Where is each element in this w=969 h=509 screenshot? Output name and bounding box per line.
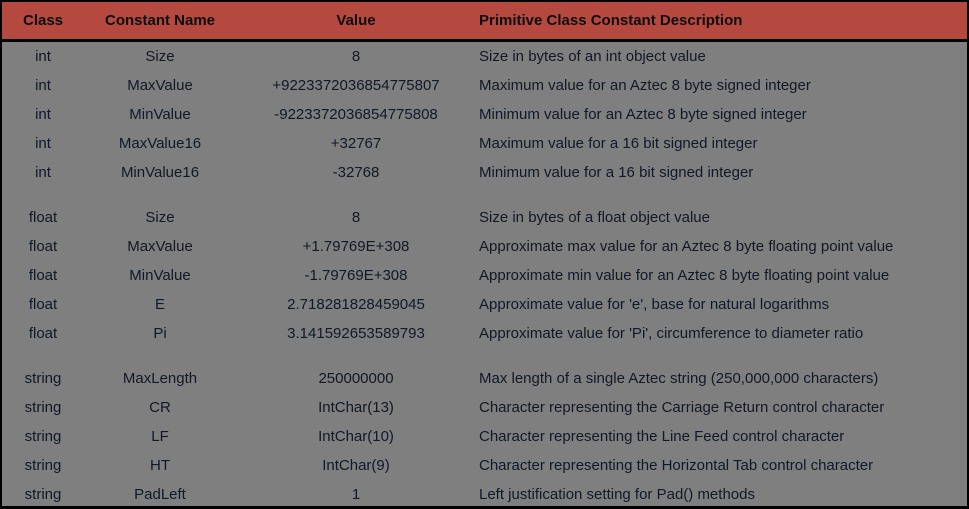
header-constant-name: Constant Name: [104, 12, 216, 29]
cell-value: -9223372036854775808: [274, 106, 438, 123]
table-row: int MaxValue +9223372036854775807 Maximum v…: [2, 71, 967, 100]
cell-class: int: [35, 77, 51, 94]
cell-constant-name: E: [154, 296, 165, 313]
header-class: Class: [22, 12, 64, 29]
cell-class: int: [35, 106, 51, 123]
cell-class: string: [24, 428, 62, 445]
cell-class: float: [28, 209, 58, 226]
cell-description: Size in bytes of a float object value: [479, 209, 710, 226]
table-row: string LF IntChar(10) Character representin…: [2, 422, 967, 451]
cell-description: Max length of a single Aztec string (250…: [479, 370, 879, 387]
table-row: int Size 8 Size in bytes of an int object v…: [2, 42, 967, 71]
table-row: float MaxValue +1.79769E+308 Approximate ma…: [2, 232, 967, 261]
cell-value: +9223372036854775807: [272, 77, 440, 94]
cell-constant-name: HT: [150, 457, 170, 474]
cell-constant-name: MinValue16: [120, 164, 200, 181]
cell-value: 8: [351, 48, 361, 65]
table-row: float Pi 3.141592653589793 Approximate valu…: [2, 319, 967, 348]
cell-constant-name: Size: [145, 209, 175, 226]
cell-description: Approximate value for 'Pi', circumferenc…: [479, 325, 864, 342]
cell-description: Character representing the Horizontal Ta…: [479, 457, 874, 474]
cell-constant-name: LF: [151, 428, 169, 445]
cell-class: int: [35, 48, 51, 65]
table-row: int MaxValue16 +32767 Maximum value for a 1…: [2, 129, 967, 158]
table-body: int Size 8 Size in bytes of an int object v…: [2, 42, 967, 509]
cell-description: Minimum value for an Aztec 8 byte signed…: [479, 106, 807, 123]
cell-class: int: [35, 135, 51, 152]
cell-class: string: [24, 486, 62, 503]
cell-value: +1.79769E+308: [302, 238, 410, 255]
cell-constant-name: Pi: [153, 325, 167, 342]
cell-value: 8: [351, 209, 361, 226]
header-description: Primitive Class Constant Description: [479, 12, 743, 29]
group-spacer: [2, 187, 967, 203]
cell-constant-name: MinValue: [129, 267, 191, 284]
header-value: Value: [336, 12, 376, 29]
table-row: string HT IntChar(9) Character representing…: [2, 451, 967, 480]
cell-description: Approximate min value for an Aztec 8 byt…: [479, 267, 890, 284]
table-row: int MinValue -9223372036854775808 Minimum v…: [2, 100, 967, 129]
cell-description: Maximum value for an Aztec 8 byte signed…: [479, 77, 811, 94]
cell-value: 1: [351, 486, 361, 503]
cell-constant-name: CR: [149, 399, 171, 416]
cell-class: float: [28, 325, 58, 342]
cell-value: 250000000: [318, 370, 394, 387]
cell-value: 2.718281828459045: [287, 296, 425, 313]
cell-description: Character representing the Carriage Retu…: [479, 399, 885, 416]
cell-constant-name: MinValue: [129, 106, 191, 123]
group-spacer: [2, 348, 967, 364]
cell-value: IntChar(9): [322, 457, 390, 474]
cell-class: float: [28, 238, 58, 255]
cell-description: Minimum value for a 16 bit signed intege…: [479, 164, 754, 181]
cell-value: -32768: [332, 164, 380, 181]
table-row: float MinValue -1.79769E+308 Approximate mi…: [2, 261, 967, 290]
cell-constant-name: MaxLength: [122, 370, 198, 387]
table-row: float E 2.718281828459045 Approximate value…: [2, 290, 967, 319]
cell-constant-name: MaxValue16: [118, 135, 202, 152]
cell-class: float: [28, 267, 58, 284]
cell-constant-name: Size: [145, 48, 175, 65]
cell-constant-name: MaxValue: [127, 238, 193, 255]
cell-constant-name: PadLeft: [134, 486, 186, 503]
cell-class: string: [24, 399, 62, 416]
cell-constant-name: MaxValue: [127, 77, 193, 94]
table-row: string MaxLength 250000000 Max length of a …: [2, 364, 967, 393]
cell-class: string: [24, 457, 62, 474]
table-row: int MinValue16 -32768 Minimum value for a 1…: [2, 158, 967, 187]
cell-value: IntChar(13): [318, 399, 394, 416]
cell-value: 3.141592653589793: [287, 325, 425, 342]
table-row: string CR IntChar(13) Character representin…: [2, 393, 967, 422]
cell-value: IntChar(10): [318, 428, 394, 445]
table-header: Class Constant Name Value Primitive Clas…: [2, 2, 967, 42]
cell-description: Approximate max value for an Aztec 8 byt…: [479, 238, 894, 255]
cell-description: Approximate value for 'e', base for natu…: [479, 296, 830, 313]
cell-value: +32767: [330, 135, 382, 152]
cell-value: -1.79769E+308: [304, 267, 408, 284]
table-row: string PadLeft 1 Left justification setting…: [2, 480, 967, 509]
table-row: float Size 8 Size in bytes of a float objec…: [2, 203, 967, 232]
cell-description: Character representing the Line Feed con…: [479, 428, 845, 445]
cell-class: int: [35, 164, 51, 181]
cell-description: Size in bytes of an int object value: [479, 48, 706, 65]
cell-class: float: [28, 296, 58, 313]
cell-class: string: [24, 370, 62, 387]
cell-description: Left justification setting for Pad() met…: [479, 486, 755, 503]
cell-description: Maximum value for a 16 bit signed intege…: [479, 135, 758, 152]
